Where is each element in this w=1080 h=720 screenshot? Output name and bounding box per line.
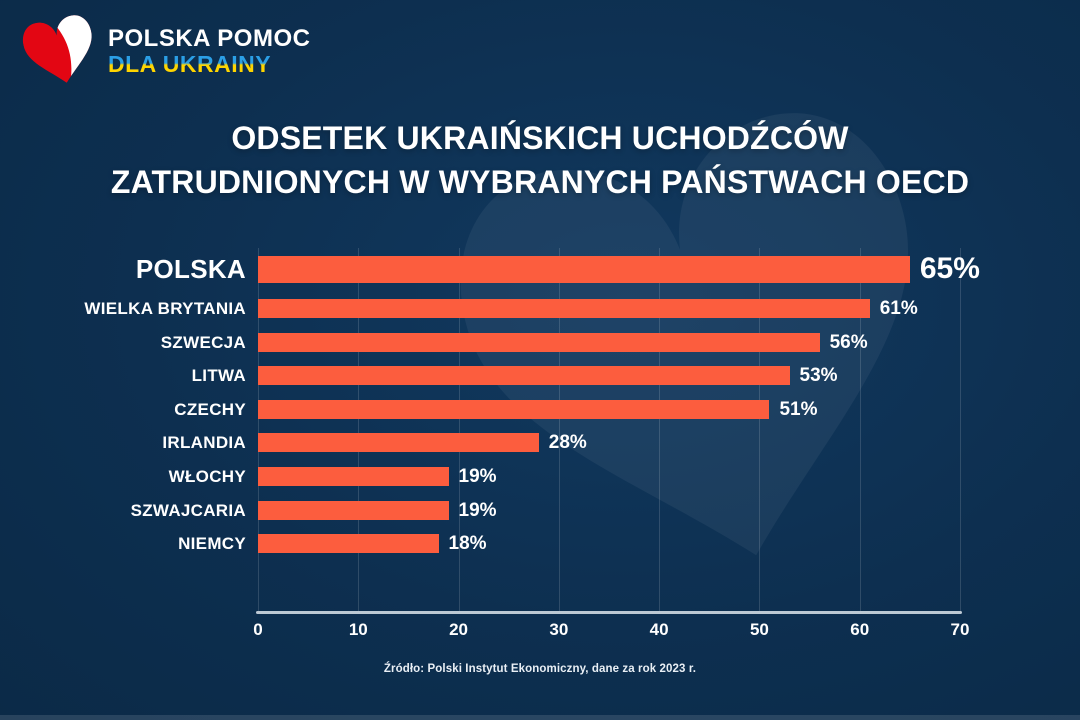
chart-title-line1: ODSETEK UKRAIŃSKICH UCHODŹCÓW (231, 120, 849, 156)
bar-2 (258, 299, 870, 318)
x-tick-label-50: 50 (749, 620, 769, 639)
gridline-x-60 (859, 248, 861, 612)
x-tick-label-0: 0 (253, 620, 263, 639)
bar-6 (258, 433, 539, 453)
logo-text-line1: POLSKA POMOC (108, 25, 311, 53)
bottom-accent-strip (0, 715, 1080, 720)
bar-label-4: LITWA (191, 366, 246, 386)
x-tick-label-70: 70 (950, 620, 970, 639)
bar-value-6: 28% (548, 432, 587, 454)
bar-value-7: 19% (458, 466, 497, 487)
bar-value-2: 61% (879, 298, 918, 319)
gridline-x-50 (759, 248, 761, 612)
chart-title-line2: ZATRUDNIONYCH W WYBRANYCH PAŃSTWACH OECD (110, 164, 970, 201)
bar-value-9: 18% (448, 533, 487, 555)
bar-label-6: IRLANDIA (162, 433, 246, 453)
gridline-x-40 (659, 248, 661, 612)
gridline-x-10 (358, 248, 360, 612)
logo: POLSKA POMOC DLA UKRAINY (19, 12, 311, 90)
x-tick-label-30: 30 (549, 620, 569, 639)
source-caption: Źródło: Polski Instytut Ekonomiczny, dan… (383, 663, 697, 675)
bar-5 (258, 399, 770, 419)
gridline-x-0 (258, 248, 259, 612)
logo-text-line2: DLA UKRAINY (108, 51, 310, 75)
bar-4 (258, 366, 790, 386)
bar-8 (258, 500, 449, 520)
bar-label-8: SZWAJCARIA (130, 500, 246, 520)
gridline-x-70 (960, 248, 961, 612)
bar-label-9: NIEMCY (178, 534, 246, 554)
gridline-x-30 (558, 248, 560, 612)
x-tick-label-20: 20 (449, 620, 469, 639)
x-tick-label-10: 10 (348, 620, 368, 639)
chart-title: ODSETEK UKRAIŃSKICH UCHODŹCÓW ZATRUDNION… (0, 116, 1080, 204)
bar-label-7: WŁOCHY (168, 467, 246, 486)
bar-value-1: 65% (919, 252, 980, 285)
gridline-x-20 (458, 248, 460, 612)
x-axis-line (256, 611, 962, 614)
bar-label-1: POLSKA (135, 254, 246, 284)
x-tick-label-60: 60 (850, 620, 870, 639)
x-tick-label-40: 40 (649, 620, 669, 639)
bar-3 (258, 332, 820, 352)
bar-9 (258, 534, 439, 554)
bar-7 (258, 467, 449, 486)
bar-label-3: SZWECJA (160, 332, 246, 352)
bar-label-2: WIELKA BRYTANIA (84, 299, 246, 318)
logo-heart-icon (19, 12, 101, 90)
bar-1 (258, 255, 910, 283)
bar-value-3: 56% (829, 331, 868, 353)
bar-value-4: 53% (799, 365, 838, 387)
bar-value-5: 51% (779, 398, 818, 420)
bar-label-5: CZECHY (174, 399, 246, 419)
bar-value-8: 19% (458, 499, 497, 521)
